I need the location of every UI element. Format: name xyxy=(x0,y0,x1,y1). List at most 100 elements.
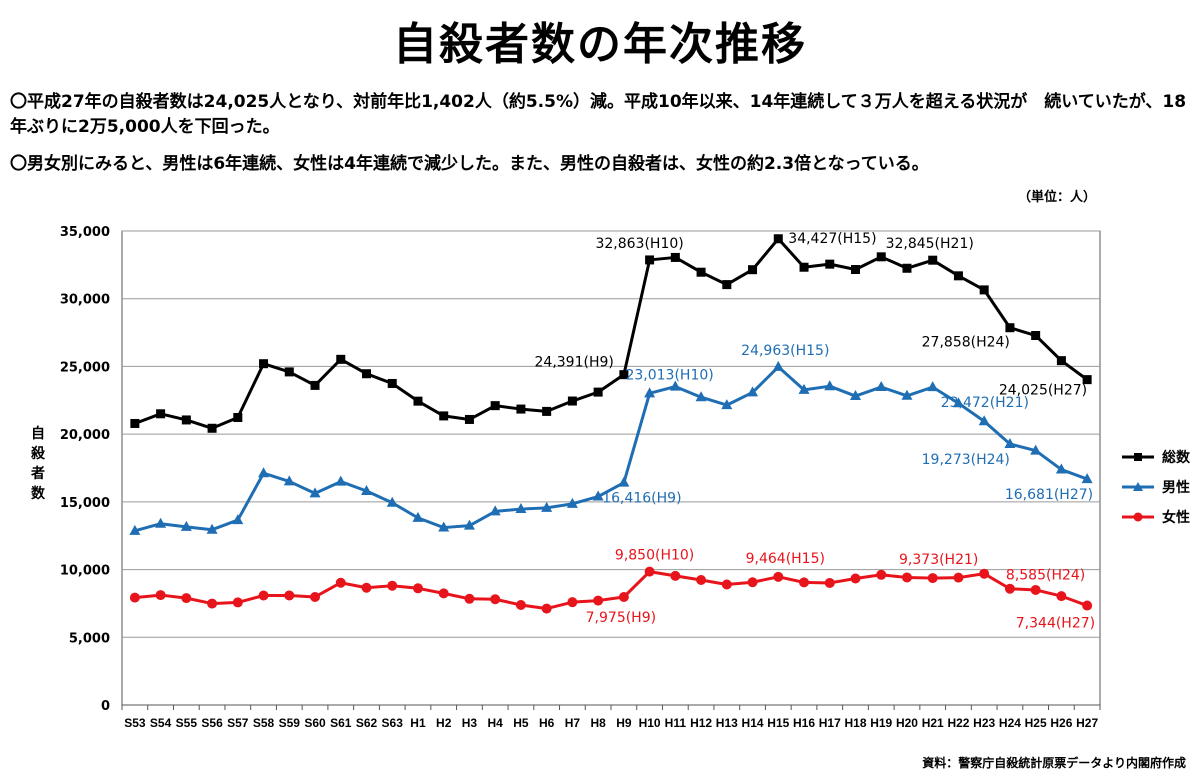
data-point-female xyxy=(593,595,604,606)
data-point-total xyxy=(799,262,809,272)
x-tick-label: H22 xyxy=(947,716,969,730)
data-point-female xyxy=(644,566,655,577)
x-tick-label: H1 xyxy=(410,716,426,730)
legend-label-male: 男性 xyxy=(1162,480,1190,496)
x-tick-label: H3 xyxy=(462,716,478,730)
data-point-total xyxy=(979,285,989,295)
data-point-male xyxy=(952,397,964,408)
page-title: 自殺者数の年次推移 xyxy=(393,19,807,70)
data-point-female xyxy=(876,569,887,580)
y-axis-label: 自殺者数 xyxy=(31,426,45,502)
data-point-female xyxy=(927,573,938,584)
x-tick-label: H9 xyxy=(616,716,632,730)
data-point-total xyxy=(876,252,886,262)
data-point-male xyxy=(566,497,578,508)
data-point-male xyxy=(747,386,759,397)
legend-item-male: 男性 xyxy=(1120,472,1190,502)
data-point-total xyxy=(851,265,860,275)
data-point-female xyxy=(850,573,861,584)
data-point-male xyxy=(463,519,475,530)
x-tick-label: S56 xyxy=(201,716,223,730)
y-tick-label: 30,000 xyxy=(60,293,110,308)
x-tick-label: S63 xyxy=(382,716,404,730)
unit-label: （単位：人） xyxy=(1017,190,1096,205)
legend-marker-total xyxy=(1122,453,1154,461)
data-point-total xyxy=(670,252,680,262)
data-point-total xyxy=(1082,375,1092,385)
data-point-male xyxy=(772,360,784,371)
data-point-total xyxy=(1005,323,1015,333)
data-label-total: 24,391(H9) xyxy=(535,355,614,371)
data-point-total xyxy=(542,406,552,416)
data-point-male xyxy=(1030,444,1042,455)
data-point-total xyxy=(825,259,835,269)
x-tick-label: H10 xyxy=(639,716,661,730)
data-point-male xyxy=(386,496,398,507)
x-tick-label: H7 xyxy=(565,716,581,730)
data-point-total xyxy=(130,418,140,428)
data-label-male: 16,681(H27) xyxy=(1005,487,1093,503)
x-tick-label: H24 xyxy=(999,716,1021,730)
data-point-total xyxy=(156,409,166,419)
data-point-female xyxy=(541,603,552,614)
x-tick-label: H4 xyxy=(488,716,504,730)
data-point-male xyxy=(1004,437,1016,448)
data-point-female xyxy=(670,570,681,581)
data-point-male xyxy=(541,501,553,512)
data-point-male xyxy=(206,523,218,534)
data-point-male xyxy=(1081,473,1093,484)
data-label-male: 23,472(H21) xyxy=(941,395,1029,411)
data-point-female xyxy=(1004,583,1015,594)
x-tick-label: S55 xyxy=(176,716,198,730)
x-tick-label: S62 xyxy=(356,716,378,730)
x-tick-label: H12 xyxy=(690,716,712,730)
data-label-male: 24,963(H15) xyxy=(741,343,829,359)
data-point-female xyxy=(824,577,835,588)
x-tick-label: H21 xyxy=(922,716,944,730)
data-point-total xyxy=(310,380,320,390)
data-point-female xyxy=(361,582,372,593)
y-tick-label: 10,000 xyxy=(60,564,110,579)
plot-frame xyxy=(121,230,1101,706)
x-tick-label: H8 xyxy=(590,716,606,730)
data-label-total: 34,427(H15) xyxy=(788,231,876,247)
data-point-total xyxy=(953,271,963,281)
data-point-female xyxy=(1056,591,1067,602)
data-label-female: 9,373(H21) xyxy=(899,552,978,568)
data-point-female xyxy=(747,577,758,588)
x-tick-label: H17 xyxy=(819,716,841,730)
chart-legend: 総数 男性 女性 xyxy=(1120,442,1190,532)
data-point-male xyxy=(283,475,295,486)
data-point-female xyxy=(979,568,990,579)
data-point-total xyxy=(1056,356,1066,366)
data-point-total xyxy=(362,369,371,379)
series-line-female xyxy=(134,570,1088,611)
x-tick-label: S61 xyxy=(330,716,352,730)
data-point-total xyxy=(902,263,912,273)
data-point-male xyxy=(978,415,990,426)
y-tick-label: 5,000 xyxy=(69,631,110,646)
data-point-female xyxy=(953,572,964,583)
x-tick-label: H23 xyxy=(973,716,995,730)
data-point-male xyxy=(232,514,244,525)
data-label-female: 7,344(H27) xyxy=(1016,616,1095,632)
data-point-total xyxy=(181,415,191,425)
x-tick-label: H16 xyxy=(793,716,815,730)
data-point-male xyxy=(361,484,372,495)
y-tick-label: 15,000 xyxy=(60,496,110,511)
data-point-total xyxy=(516,404,526,414)
data-point-female xyxy=(438,588,449,599)
legend-item-female: 女性 xyxy=(1120,502,1190,532)
x-tick-label: H11 xyxy=(665,716,687,730)
data-point-total xyxy=(567,396,577,406)
data-point-male xyxy=(438,521,450,532)
data-label-total: 27,858(H24) xyxy=(922,335,1010,351)
data-point-total xyxy=(773,234,783,244)
data-point-female xyxy=(567,597,578,608)
data-point-male xyxy=(155,517,167,528)
data-point-total xyxy=(387,378,397,388)
legend-label-total: 総数 xyxy=(1162,450,1190,466)
data-label-male: 19,273(H24) xyxy=(922,452,1010,468)
data-label-total: 24,025(H27) xyxy=(999,383,1087,399)
